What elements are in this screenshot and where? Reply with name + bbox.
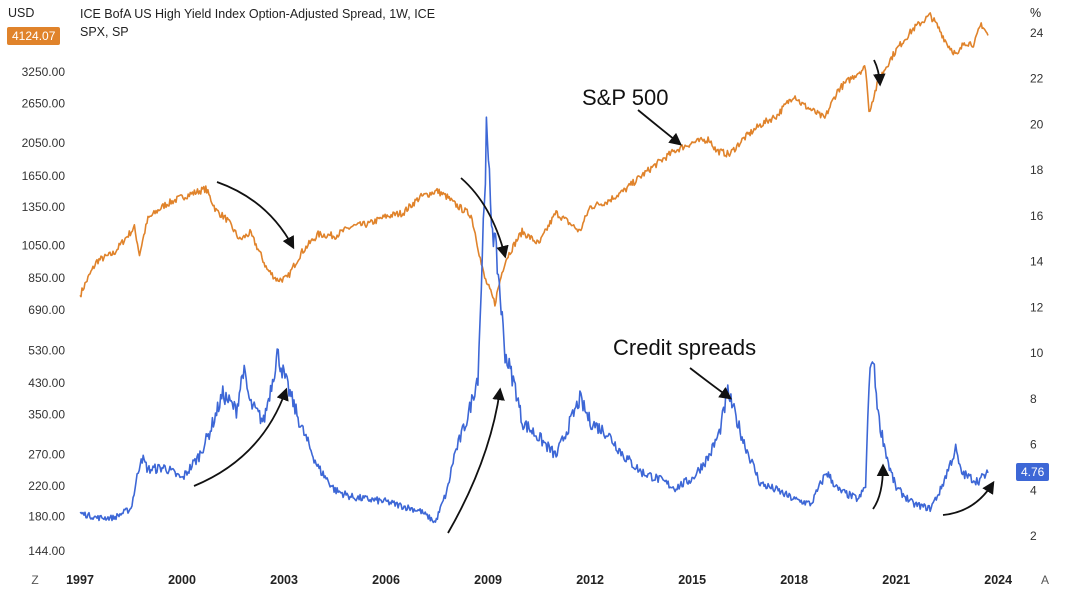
left-tick-label: 220.00 bbox=[28, 479, 65, 493]
x-tick-label: 2006 bbox=[372, 573, 400, 587]
left-tick-label: 1650.00 bbox=[22, 169, 66, 183]
plot-series bbox=[79, 12, 989, 524]
chart-title-line-1: ICE BofA US High Yield Index Option-Adju… bbox=[80, 7, 436, 21]
x-tick-label: 2003 bbox=[270, 573, 298, 587]
left-tick-label: 144.00 bbox=[28, 544, 65, 558]
right-tick-label: 8 bbox=[1030, 392, 1037, 406]
left-tick-label: 270.00 bbox=[28, 447, 65, 461]
sp500-line bbox=[79, 12, 989, 307]
left-tick-label: 2050.00 bbox=[22, 136, 66, 150]
x-tick-label: 2018 bbox=[780, 573, 808, 587]
left-axis: 3250.00 2650.00 2050.00 1650.00 1350.00 1050.… bbox=[22, 65, 66, 558]
credit-spreads-line bbox=[79, 116, 989, 524]
right-tick-label: 10 bbox=[1030, 346, 1044, 360]
x-tick-label: 2024 bbox=[984, 573, 1012, 587]
right-tick-label: 22 bbox=[1030, 72, 1044, 86]
x-axis: 1997 2000 2003 2006 2009 2012 2015 2018 2021 2024 bbox=[66, 573, 1012, 587]
left-tick-label: 430.00 bbox=[28, 376, 65, 390]
x-tick-label: 1997 bbox=[66, 573, 94, 587]
x-tick-label: 2009 bbox=[474, 573, 502, 587]
x-tick-label: 2021 bbox=[882, 573, 910, 587]
annotation-arrow bbox=[447, 387, 505, 534]
right-tick-label: 24 bbox=[1030, 26, 1044, 40]
right-tick-label: 6 bbox=[1030, 438, 1037, 452]
left-tick-label: 850.00 bbox=[28, 271, 65, 285]
annotation-arrow bbox=[872, 59, 886, 87]
annotation-arrow bbox=[872, 463, 890, 510]
right-tick-label: 4 bbox=[1030, 483, 1037, 497]
right-axis-unit: % bbox=[1030, 6, 1042, 20]
auto-scale-button-left[interactable]: Z bbox=[31, 573, 39, 587]
left-tick-label: 2650.00 bbox=[22, 96, 66, 110]
right-tick-label: 16 bbox=[1030, 209, 1044, 223]
annotation-arrow bbox=[193, 387, 289, 487]
auto-scale-button-right[interactable]: A bbox=[1040, 573, 1049, 587]
x-tick-label: 2015 bbox=[678, 573, 706, 587]
left-tick-label: 1050.00 bbox=[22, 239, 66, 253]
spread-last-value-badge: 4.76 bbox=[1016, 463, 1050, 481]
annotation-sp500: S&P 500 bbox=[582, 85, 668, 110]
annotation-arrow bbox=[689, 367, 733, 400]
chart-title-line-2: SPX, SP bbox=[80, 25, 129, 39]
x-tick-label: 2012 bbox=[576, 573, 604, 587]
left-tick-label: 180.00 bbox=[28, 510, 65, 524]
annotation-arrows bbox=[193, 59, 995, 534]
annotation-arrow bbox=[942, 480, 995, 516]
annotation-arrow bbox=[460, 177, 509, 259]
right-axis: 24 22 20 18 16 14 12 10 8 6 4 2 bbox=[1030, 26, 1044, 543]
left-axis-unit: USD bbox=[8, 6, 35, 20]
annotation-arrow bbox=[216, 181, 295, 250]
right-tick-label: 2 bbox=[1030, 529, 1037, 543]
right-tick-label: 20 bbox=[1030, 117, 1044, 131]
right-tick-label: 18 bbox=[1030, 163, 1044, 177]
left-tick-label: 690.00 bbox=[28, 303, 65, 317]
annotation-credit-spreads: Credit spreads bbox=[613, 335, 756, 360]
right-tick-label: 12 bbox=[1030, 300, 1044, 314]
left-tick-label: 350.00 bbox=[28, 408, 65, 422]
spx-last-value-badge: 4124.07 bbox=[7, 27, 61, 45]
left-tick-label: 530.00 bbox=[28, 344, 65, 358]
annotation-arrow bbox=[637, 109, 682, 146]
left-tick-label: 1350.00 bbox=[22, 200, 66, 214]
x-tick-label: 2000 bbox=[168, 573, 196, 587]
left-tick-label: 3250.00 bbox=[22, 65, 66, 79]
right-tick-label: 14 bbox=[1030, 255, 1044, 269]
